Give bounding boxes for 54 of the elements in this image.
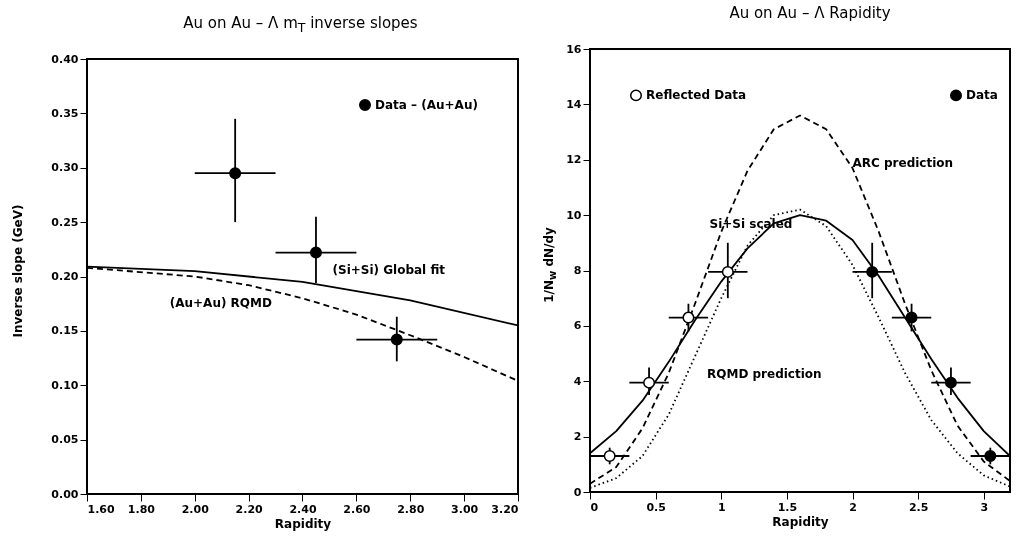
- series-label: (Au+Au) RQMD: [169, 295, 272, 310]
- y-tick-label: 0.25: [51, 215, 79, 229]
- x-tick-label: 0.5: [646, 500, 666, 514]
- y-tick-label: 0.20: [51, 270, 79, 283]
- legend-label: Reflected Data: [646, 88, 747, 103]
- x-tick-label: 3.00: [451, 502, 479, 516]
- y-tick-label: 2: [573, 430, 582, 444]
- point: [984, 450, 997, 462]
- point: [603, 450, 616, 462]
- y-tick-label: 4: [573, 374, 582, 388]
- x-tick-label: 0: [590, 500, 599, 514]
- x-tick-label: 2.60: [343, 502, 371, 516]
- y-tick-label: 0.40: [51, 52, 79, 66]
- x-tick-label: 1.80: [127, 502, 156, 516]
- y-tick-label: 12: [566, 153, 582, 167]
- chart-title: Au on Au – Λ Rapidity: [728, 4, 892, 22]
- x-axis-title: Rapidity: [274, 516, 332, 531]
- point: [866, 265, 879, 278]
- x-axis-title: Rapidity: [772, 514, 829, 529]
- y-tick-label: 8: [573, 264, 582, 277]
- series-label: RQMD prediction: [707, 367, 822, 382]
- series-label: (Si+Si) Global fit: [332, 262, 446, 277]
- point: [905, 311, 918, 324]
- y-tick-label: 0.35: [51, 106, 79, 120]
- x-tick-label: 1.5: [777, 500, 798, 514]
- y-axis-title: Inverse slope (GeV): [11, 204, 25, 337]
- x-tick-label: 1.60: [87, 502, 115, 516]
- y-tick-label: 6: [573, 319, 582, 333]
- y-tick-label: 0.05: [51, 433, 79, 447]
- chart-title: Au on Au – Λ m$_{T}$ inverse slopes: [182, 14, 419, 35]
- series-label: ARC prediction: [852, 156, 954, 171]
- point: [682, 311, 695, 324]
- y-tick-label: 14: [566, 97, 582, 111]
- legend-label: Data: [966, 88, 998, 103]
- x-tick-label: 2.80: [397, 502, 425, 516]
- x-tick-label: 3.20: [491, 502, 519, 516]
- x-tick-label: 2.00: [181, 502, 210, 516]
- y-tick-label: 16: [566, 42, 582, 56]
- point: [721, 265, 734, 278]
- x-tick-label: 1: [717, 500, 726, 514]
- x-tick-label: 2.5: [908, 500, 929, 514]
- legend-label: Data – (Au+Au): [375, 98, 478, 112]
- y-tick-label: 0.30: [51, 161, 79, 175]
- y-tick-label: 0: [573, 485, 582, 499]
- x-tick-label: 2: [849, 500, 857, 514]
- y-tick-label: 0.15: [51, 324, 79, 338]
- x-tick-label: 3: [980, 500, 989, 514]
- x-tick-label: 2.20: [235, 502, 264, 516]
- point: [643, 376, 656, 389]
- y-tick-label: 0.10: [51, 378, 79, 392]
- y-tick-label: 0.00: [51, 487, 79, 501]
- x-tick-label: 2.40: [289, 502, 317, 516]
- y-tick-label: 10: [566, 208, 582, 222]
- point: [944, 376, 957, 389]
